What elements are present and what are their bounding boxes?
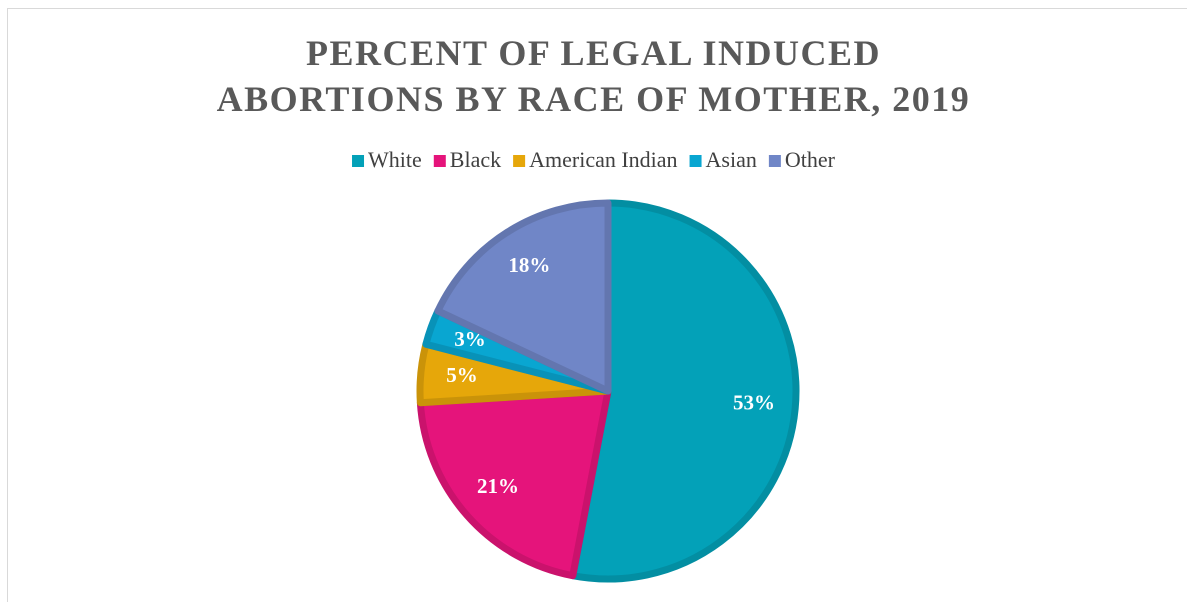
pie-slice: [434, 199, 612, 395]
legend-swatch: [689, 155, 702, 167]
legend-label: White: [368, 147, 422, 172]
data-label: 21%: [477, 474, 519, 498]
legend-swatch: [768, 155, 781, 167]
chart-area: [7, 8, 1187, 602]
legend-label: Other: [785, 147, 836, 172]
legend-label: American Indian: [529, 147, 677, 172]
data-label: 53%: [733, 391, 775, 415]
data-label: 5%: [446, 363, 478, 387]
data-label: 18%: [508, 253, 550, 277]
chart-title: PERCENT OF LEGAL INDUCED ABORTIONS BY RA…: [216, 33, 971, 119]
legend-swatch: [513, 155, 526, 167]
legend-label: Black: [450, 147, 501, 172]
pie-slice: [569, 199, 800, 583]
legend-label: Asian: [706, 147, 757, 172]
legend-swatch: [433, 155, 446, 167]
legend-swatch: [352, 155, 365, 167]
pie-slice: [416, 387, 612, 580]
